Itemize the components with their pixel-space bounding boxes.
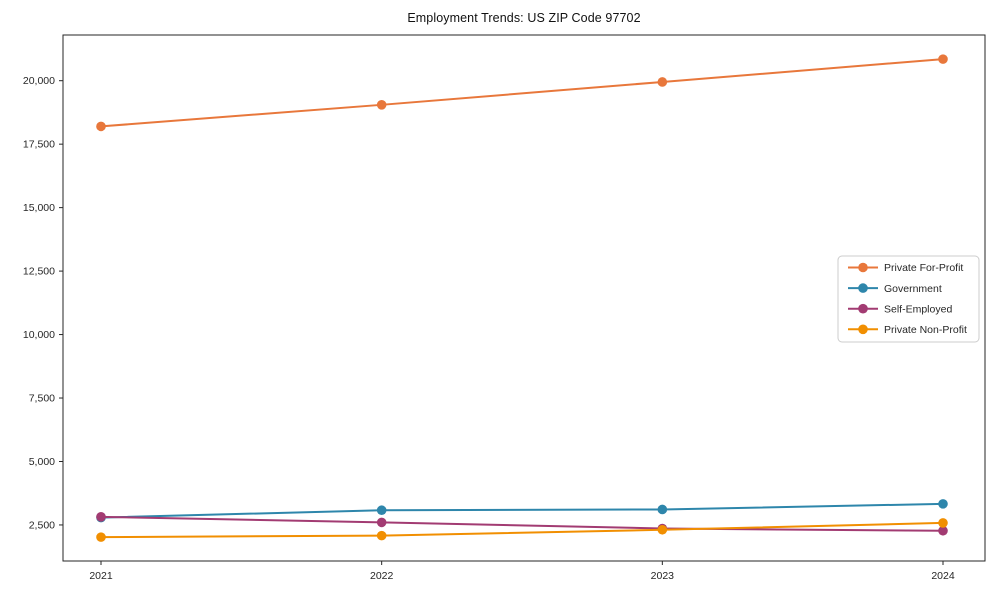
legend-marker-dot-private-for-profit xyxy=(858,262,868,273)
legend-label-self-employed: Self-Employed xyxy=(884,303,952,315)
y-tick-label: 20,000 xyxy=(23,75,55,87)
series-line-private-non-profit xyxy=(100,521,944,539)
plot-frame xyxy=(62,34,986,562)
data-point-private-non-profit-2022 xyxy=(376,530,387,541)
x-tick-label: 2022 xyxy=(370,570,394,582)
x-tick-label: 2021 xyxy=(89,570,113,582)
y-tick-label: 17,500 xyxy=(23,139,55,151)
data-point-private-for-profit-2024 xyxy=(938,54,948,64)
series-line-self-employed xyxy=(100,515,944,532)
data-point-government-2022 xyxy=(376,505,387,516)
data-point-private-non-profit-2024 xyxy=(938,518,948,528)
legend-label-private-non-profit: Private Non-Profit xyxy=(884,324,967,336)
data-point-private-for-profit-2023 xyxy=(657,77,668,87)
legend-label-private-for-profit: Private For-Profit xyxy=(884,262,963,274)
y-tick-label: 10,000 xyxy=(23,329,55,341)
y-tick-label: 15,000 xyxy=(23,202,55,214)
data-point-private-for-profit-2021 xyxy=(96,121,106,132)
y-tick-label: 5,000 xyxy=(29,456,55,468)
legend-marker-dot-government xyxy=(858,283,868,293)
legend-marker-dot-self-employed xyxy=(858,303,868,314)
legend-label-government: Government xyxy=(884,283,942,295)
chart-title: Employment Trends: US ZIP Code 97702 xyxy=(407,11,641,25)
x-tick-label: 2023 xyxy=(651,570,675,582)
data-point-private-non-profit-2021 xyxy=(96,532,106,542)
data-point-government-2024 xyxy=(938,499,948,509)
legend-box xyxy=(837,255,980,343)
data-point-private-non-profit-2023 xyxy=(657,524,668,535)
y-tick-label: 12,500 xyxy=(23,266,55,278)
series-line-government xyxy=(100,502,944,519)
x-tick-label: 2024 xyxy=(931,570,955,582)
legend-marker-dot-private-non-profit xyxy=(858,324,868,335)
data-point-self-employed-2022 xyxy=(376,517,387,528)
data-point-private-for-profit-2022 xyxy=(376,100,387,110)
data-point-self-employed-2024 xyxy=(938,525,948,536)
data-point-self-employed-2021 xyxy=(96,512,106,522)
series-line-private-for-profit xyxy=(100,58,944,128)
y-tick-label: 7,500 xyxy=(29,393,55,405)
y-tick-label: 2,500 xyxy=(29,519,55,531)
data-point-government-2023 xyxy=(657,504,668,515)
